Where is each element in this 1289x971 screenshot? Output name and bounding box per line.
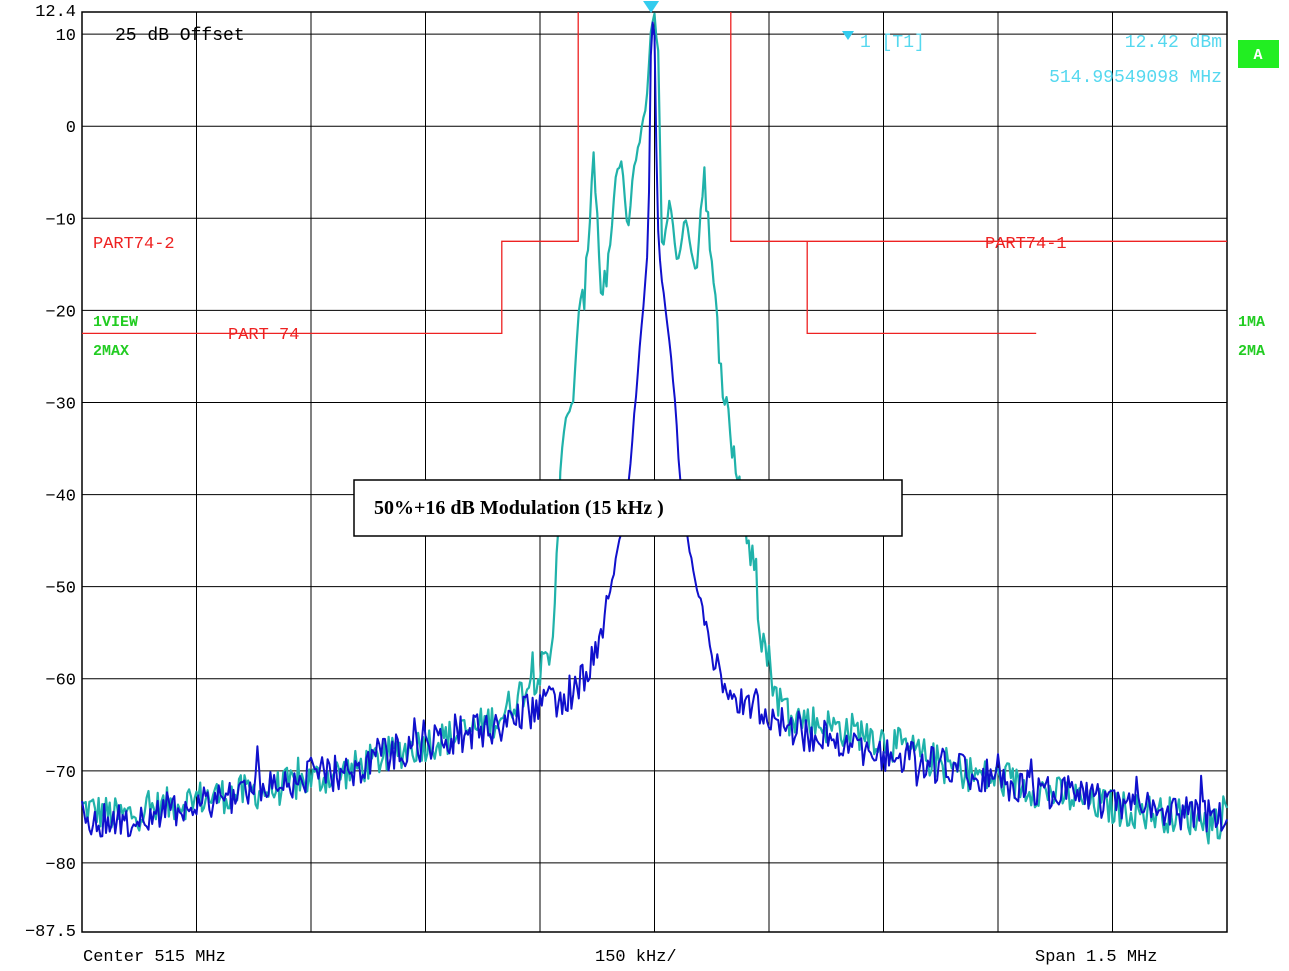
trace-badge-text: A — [1253, 47, 1262, 64]
limit-label-part74-1: PART74-1 — [985, 235, 1067, 254]
frequency-span: Span 1.5 MHz — [1035, 948, 1158, 967]
marker-triangle — [643, 1, 660, 13]
marker-frequency: 514.99549098 MHz — [1049, 68, 1222, 88]
limit-label-part74: PART 74 — [228, 326, 299, 345]
trace-1-line — [81, 12, 1229, 845]
y-tick-label: −50 — [45, 580, 76, 599]
trace-label-max: 2MAX — [93, 343, 129, 360]
y-tick-label: −80 — [45, 856, 76, 875]
limit-lines — [82, 12, 1227, 335]
annotation-box — [353, 479, 903, 537]
center-frequency: Center 515 MHz — [83, 948, 226, 967]
y-tick-label: −70 — [45, 764, 76, 783]
trace-label-view: 1VIEW — [93, 314, 138, 331]
y-top-label: 12.4 — [35, 3, 76, 22]
y-bottom-label: −87.5 — [25, 923, 76, 942]
y-tick-label: −40 — [45, 488, 76, 507]
frequency-per-division: 150 kHz/ — [595, 948, 677, 967]
trace-label-right-2: 2MA — [1238, 343, 1265, 360]
marker-legend-icon — [842, 31, 854, 40]
y-tick-label: −30 — [45, 395, 76, 414]
marker-label: 1 [T1] — [860, 33, 925, 53]
trace-label-right-1: 1MA — [1238, 314, 1265, 331]
y-tick-label: −10 — [45, 211, 76, 230]
trace-badge-box — [1238, 40, 1279, 68]
y-axis-ticks: 10 0 −10 −20 −30 −40 −50 −60 −70 −80 12.4 −87.5 — [25, 3, 76, 942]
plot-grid — [81, 11, 1228, 933]
y-tick-label: 0 — [66, 119, 76, 138]
limit-label-part74-2: PART74-2 — [93, 235, 175, 254]
y-tick-label: −20 — [45, 303, 76, 322]
y-tick-label: 10 — [56, 27, 76, 46]
limit-line-path — [82, 12, 1227, 335]
trace-2-line — [81, 21, 1228, 838]
offset-label: 25 dB Offset — [115, 26, 245, 46]
y-tick-label: −60 — [45, 672, 76, 691]
annotation-text: 50%+16 dB Modulation (15 kHz ) — [374, 497, 664, 519]
spectrum-traces — [81, 12, 1229, 845]
marker-level: 12.42 dBm — [1125, 33, 1222, 53]
